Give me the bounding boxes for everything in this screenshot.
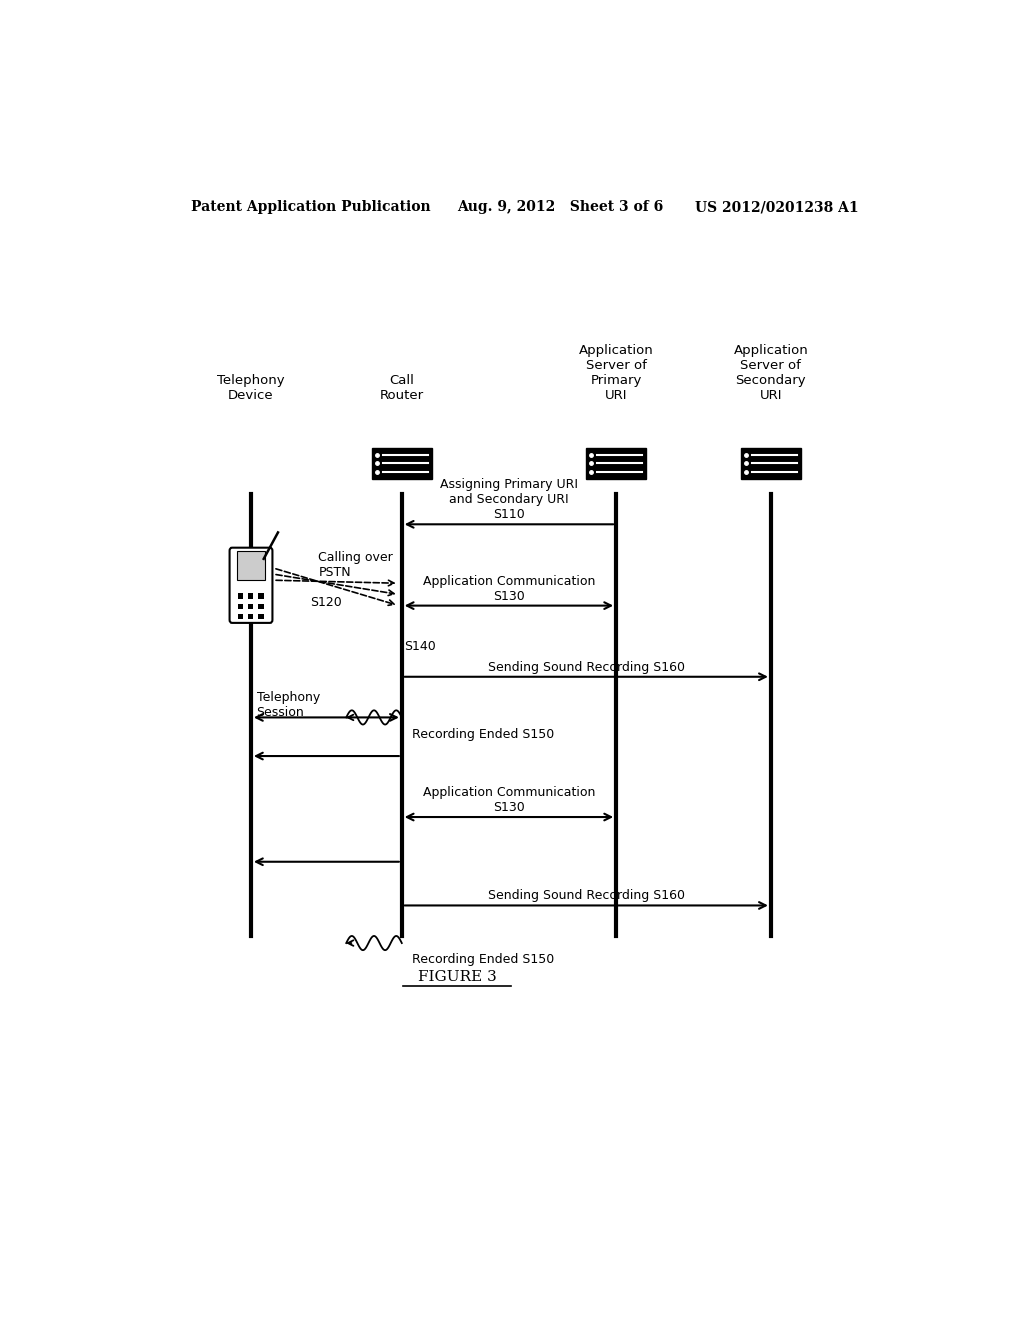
Text: Calling over
PSTN: Calling over PSTN (318, 550, 393, 579)
Bar (238, 603, 243, 609)
Bar (258, 594, 264, 598)
Bar (238, 614, 243, 619)
Text: Assigning Primary URI
and Secondary URI
S110: Assigning Primary URI and Secondary URI … (440, 478, 578, 521)
Text: Call
Router: Call Router (380, 375, 424, 403)
Bar (587, 447, 646, 479)
Text: Application
Server of
Primary
URI: Application Server of Primary URI (579, 345, 653, 403)
Text: Application
Server of
Secondary
URI: Application Server of Secondary URI (733, 345, 808, 403)
Bar (741, 447, 801, 479)
Text: Aug. 9, 2012   Sheet 3 of 6: Aug. 9, 2012 Sheet 3 of 6 (458, 201, 664, 214)
Bar (238, 594, 243, 598)
Text: FIGURE 3: FIGURE 3 (418, 970, 497, 983)
Text: Patent Application Publication: Patent Application Publication (191, 201, 431, 214)
Text: Sending Sound Recording S160: Sending Sound Recording S160 (488, 661, 685, 673)
Text: Telephony
Device: Telephony Device (217, 375, 285, 403)
Text: Sending Sound Recording S160: Sending Sound Recording S160 (488, 890, 685, 903)
Bar (248, 614, 253, 619)
Text: S140: S140 (404, 640, 436, 653)
Text: S120: S120 (310, 597, 342, 609)
Bar (237, 552, 265, 581)
Text: Recording Ended S150: Recording Ended S150 (412, 727, 554, 741)
Text: Telephony
Session: Telephony Session (257, 692, 319, 719)
Text: Application Communication
S130: Application Communication S130 (423, 574, 595, 602)
Text: Recording Ended S150: Recording Ended S150 (412, 953, 554, 966)
Text: Application Communication
S130: Application Communication S130 (423, 785, 595, 814)
Bar (258, 614, 264, 619)
Bar (248, 594, 253, 598)
FancyBboxPatch shape (229, 548, 272, 623)
Bar (372, 447, 431, 479)
Bar (258, 603, 264, 609)
Text: US 2012/0201238 A1: US 2012/0201238 A1 (695, 201, 859, 214)
Bar (248, 603, 253, 609)
